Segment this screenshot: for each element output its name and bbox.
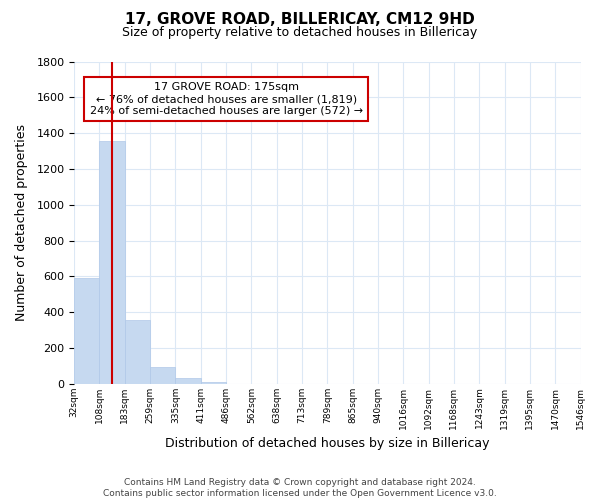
Bar bbox=[100, 141, 125, 384]
Text: 17, GROVE ROAD, BILLERICAY, CM12 9HD: 17, GROVE ROAD, BILLERICAY, CM12 9HD bbox=[125, 12, 475, 28]
Bar bbox=[175, 378, 201, 384]
X-axis label: Distribution of detached houses by size in Billericay: Distribution of detached houses by size … bbox=[165, 437, 490, 450]
Bar bbox=[74, 278, 100, 384]
Bar bbox=[125, 320, 150, 384]
Text: Size of property relative to detached houses in Billericay: Size of property relative to detached ho… bbox=[122, 26, 478, 39]
Text: Contains HM Land Registry data © Crown copyright and database right 2024.
Contai: Contains HM Land Registry data © Crown c… bbox=[103, 478, 497, 498]
Bar bbox=[150, 367, 175, 384]
Y-axis label: Number of detached properties: Number of detached properties bbox=[15, 124, 28, 321]
Text: 17 GROVE ROAD: 175sqm
← 76% of detached houses are smaller (1,819)
24% of semi-d: 17 GROVE ROAD: 175sqm ← 76% of detached … bbox=[89, 82, 362, 116]
Bar bbox=[201, 382, 226, 384]
